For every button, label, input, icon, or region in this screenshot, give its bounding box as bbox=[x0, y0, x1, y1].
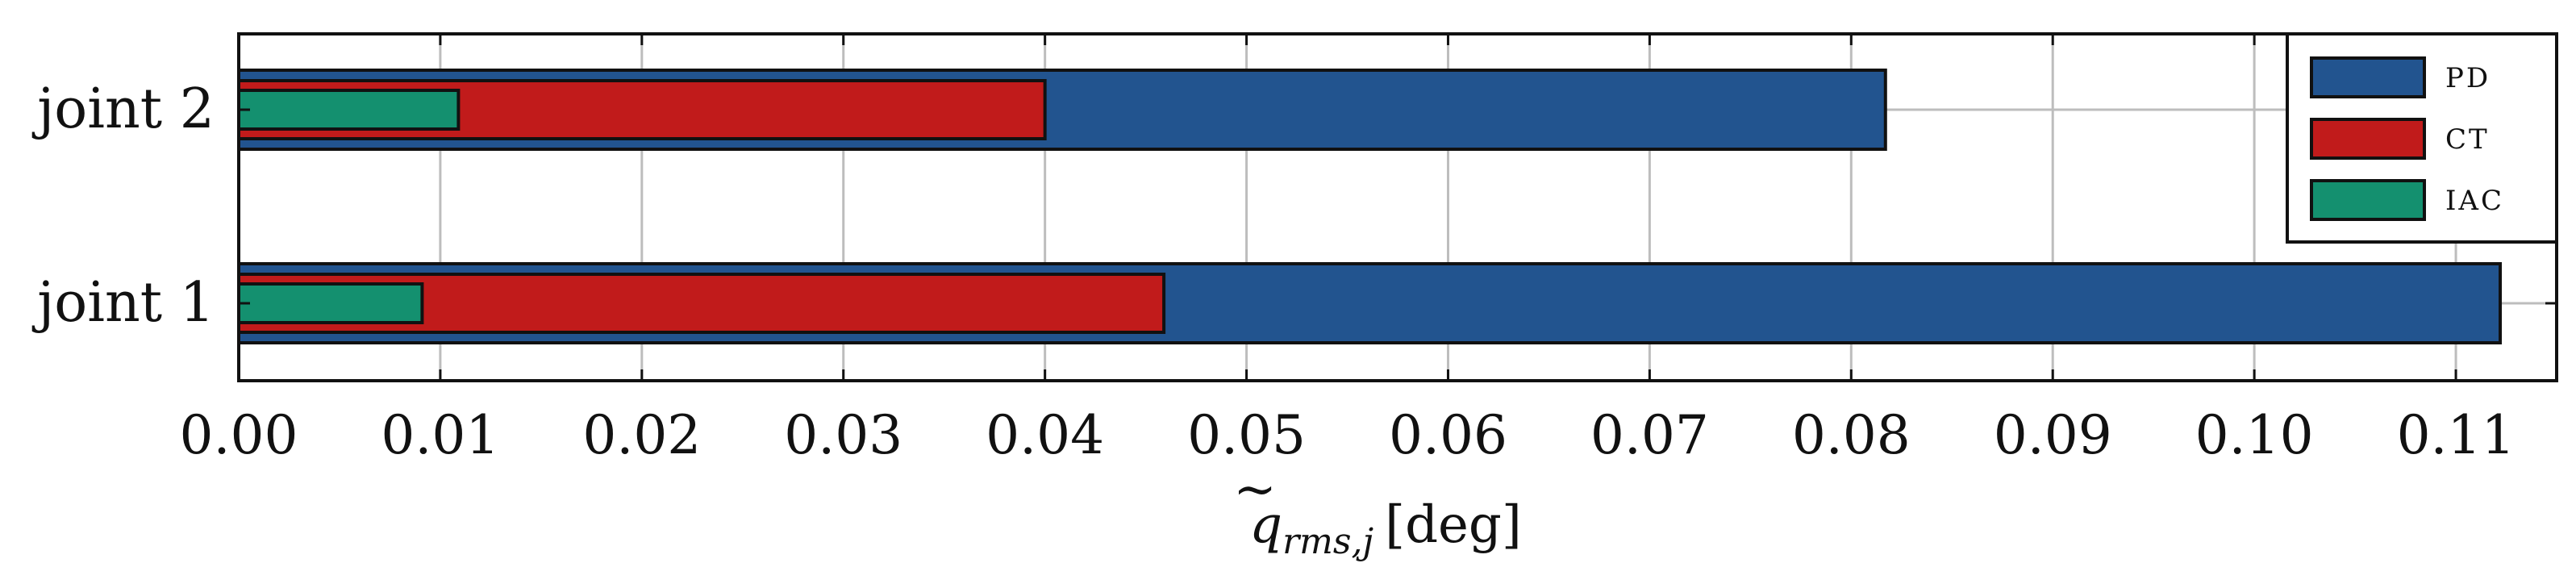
legend-swatch-iac bbox=[2310, 179, 2426, 221]
legend-label-pd: PD bbox=[2445, 62, 2491, 94]
legend-swatch-ct bbox=[2310, 118, 2426, 160]
x-tick-label-6: 0.06 bbox=[1389, 404, 1507, 466]
x-tick-label-3: 0.03 bbox=[784, 404, 902, 466]
x-tick-label-2: 0.02 bbox=[582, 404, 701, 466]
legend-swatch-pd bbox=[2310, 56, 2426, 98]
legend-label-iac: IAC bbox=[2445, 185, 2504, 217]
category-labels: joint 1 joint 2 bbox=[31, 77, 215, 335]
x-axis-label-unit: [deg] bbox=[1385, 495, 1522, 555]
category-label-joint-1: joint 1 bbox=[31, 271, 215, 335]
x-tick-label-9: 0.09 bbox=[1994, 404, 2112, 466]
legend: PD CT IAC bbox=[2286, 32, 2558, 244]
category-label-joint-2: joint 2 bbox=[31, 77, 215, 141]
x-tick-label-11: 0.11 bbox=[2397, 404, 2516, 466]
legend-label-ct: CT bbox=[2445, 123, 2490, 156]
x-tick-label-1: 0.01 bbox=[381, 404, 499, 466]
x-tick-label-0: 0.00 bbox=[180, 404, 298, 466]
x-axis-label-accent: ~ bbox=[1233, 460, 1277, 519]
bar-iac-joint-1 bbox=[237, 282, 424, 324]
x-tick-label-4: 0.04 bbox=[986, 404, 1104, 466]
x-axis-label: qrms,j [deg] bbox=[1249, 495, 1522, 562]
x-tick-label-10: 0.10 bbox=[2195, 404, 2314, 466]
x-tick-label-7: 0.07 bbox=[1590, 404, 1709, 466]
x-tick-label-8: 0.08 bbox=[1792, 404, 1911, 466]
bars bbox=[237, 69, 2503, 344]
x-axis-label-symbol: q bbox=[1249, 495, 1282, 555]
bar-iac-joint-2 bbox=[237, 89, 461, 131]
x-ticks: 0.00 0.01 0.02 0.03 0.04 0.05 0.06 0.07 0.08 0.09… bbox=[180, 34, 2557, 466]
x-axis-label-subscript: rms,j bbox=[1282, 521, 1373, 562]
x-tick-label-5: 0.05 bbox=[1187, 404, 1306, 466]
